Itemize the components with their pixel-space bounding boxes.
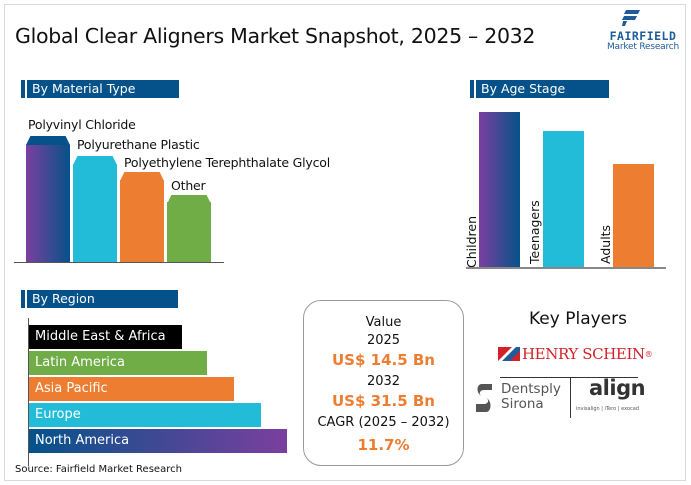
cagr-value: 11.7% bbox=[357, 436, 410, 454]
fairfield-flag-icon bbox=[622, 10, 640, 26]
material-bar-cap bbox=[120, 172, 164, 181]
header-accent bbox=[470, 80, 474, 98]
year-end: 2032 bbox=[366, 374, 401, 389]
age-section-header: By Age Stage bbox=[470, 80, 609, 98]
logo-brand-text: FAIRFIELD bbox=[609, 29, 677, 43]
age-section-title: By Age Stage bbox=[476, 80, 609, 98]
material-bar-cap bbox=[167, 195, 211, 204]
age-label: Children bbox=[464, 215, 479, 268]
region-section-title: By Region bbox=[27, 290, 178, 308]
dentsply-line: Dentsply bbox=[501, 381, 561, 397]
market-value-box: Value 2025 US$ 14.5 Bn 2032 US$ 31.5 Bn … bbox=[303, 300, 464, 466]
region-bar-europe: Europe bbox=[29, 403, 261, 427]
source-note: Source: Fairfield Market Research bbox=[15, 464, 182, 475]
age-label: Adults bbox=[598, 224, 613, 264]
henry-schein-logo: HENRY SCHEIN ® bbox=[498, 345, 653, 363]
align-logo: align bbox=[589, 376, 646, 400]
material-label: Polyethylene Terephthalate Glycol bbox=[124, 155, 331, 170]
age-label: Teenagers bbox=[527, 200, 542, 264]
header-accent bbox=[21, 80, 25, 98]
henry-schein-name: HENRY SCHEIN bbox=[522, 345, 645, 363]
sirona-line: Sirona bbox=[501, 396, 544, 412]
region-bar-na: North America bbox=[29, 429, 287, 453]
region-axis bbox=[28, 318, 29, 466]
material-section-header: By Material Type bbox=[21, 80, 179, 98]
material-label: Polyurethane Plastic bbox=[77, 137, 200, 152]
key-players-title: Key Players bbox=[529, 309, 627, 329]
value-start: US$ 14.5 Bn bbox=[332, 351, 435, 369]
divider-horizontal bbox=[500, 377, 638, 378]
page-title: Global Clear Aligners Market Snapshot, 2… bbox=[15, 24, 536, 48]
age-bar-children bbox=[479, 112, 520, 267]
material-bar-other bbox=[167, 202, 211, 262]
fairfield-logo: FAIRFIELD Market Research bbox=[600, 10, 686, 56]
align-sub-brands: invisalign | iTero | exocad bbox=[576, 406, 639, 412]
header-accent bbox=[21, 290, 25, 308]
material-bar-cap bbox=[26, 136, 70, 145]
cagr-label: CAGR (2025 – 2032) bbox=[317, 415, 450, 430]
value-end: US$ 31.5 Bn bbox=[332, 392, 435, 410]
dentsply-sirona-name: Dentsply Sirona bbox=[501, 382, 561, 412]
region-bar-mea: Middle East & Africa bbox=[29, 325, 182, 349]
material-section-title: By Material Type bbox=[27, 80, 179, 98]
material-label: Polyvinyl Chloride bbox=[28, 117, 136, 132]
henry-schein-flag-icon bbox=[498, 347, 520, 361]
material-bar-pvc bbox=[26, 145, 70, 262]
age-bar-teenagers bbox=[543, 131, 584, 267]
material-bar-petg bbox=[120, 180, 164, 262]
region-section-header: By Region bbox=[21, 290, 178, 308]
age-baseline bbox=[466, 267, 666, 269]
dentsply-sirona-icon bbox=[476, 384, 492, 412]
age-bar-adults bbox=[613, 164, 654, 267]
material-label: Other bbox=[171, 178, 206, 193]
divider-vertical bbox=[570, 378, 571, 418]
logo-sub-text: Market Research bbox=[606, 42, 680, 52]
registered-mark: ® bbox=[644, 349, 653, 359]
region-bar-apac: Asia Pacific bbox=[29, 377, 234, 401]
region-bar-latam: Latin America bbox=[29, 351, 207, 375]
material-bar-cap bbox=[73, 156, 117, 165]
material-baseline bbox=[14, 262, 224, 263]
material-bar-pu bbox=[73, 164, 117, 262]
value-label: Value bbox=[365, 315, 402, 330]
year-start: 2025 bbox=[366, 333, 401, 348]
